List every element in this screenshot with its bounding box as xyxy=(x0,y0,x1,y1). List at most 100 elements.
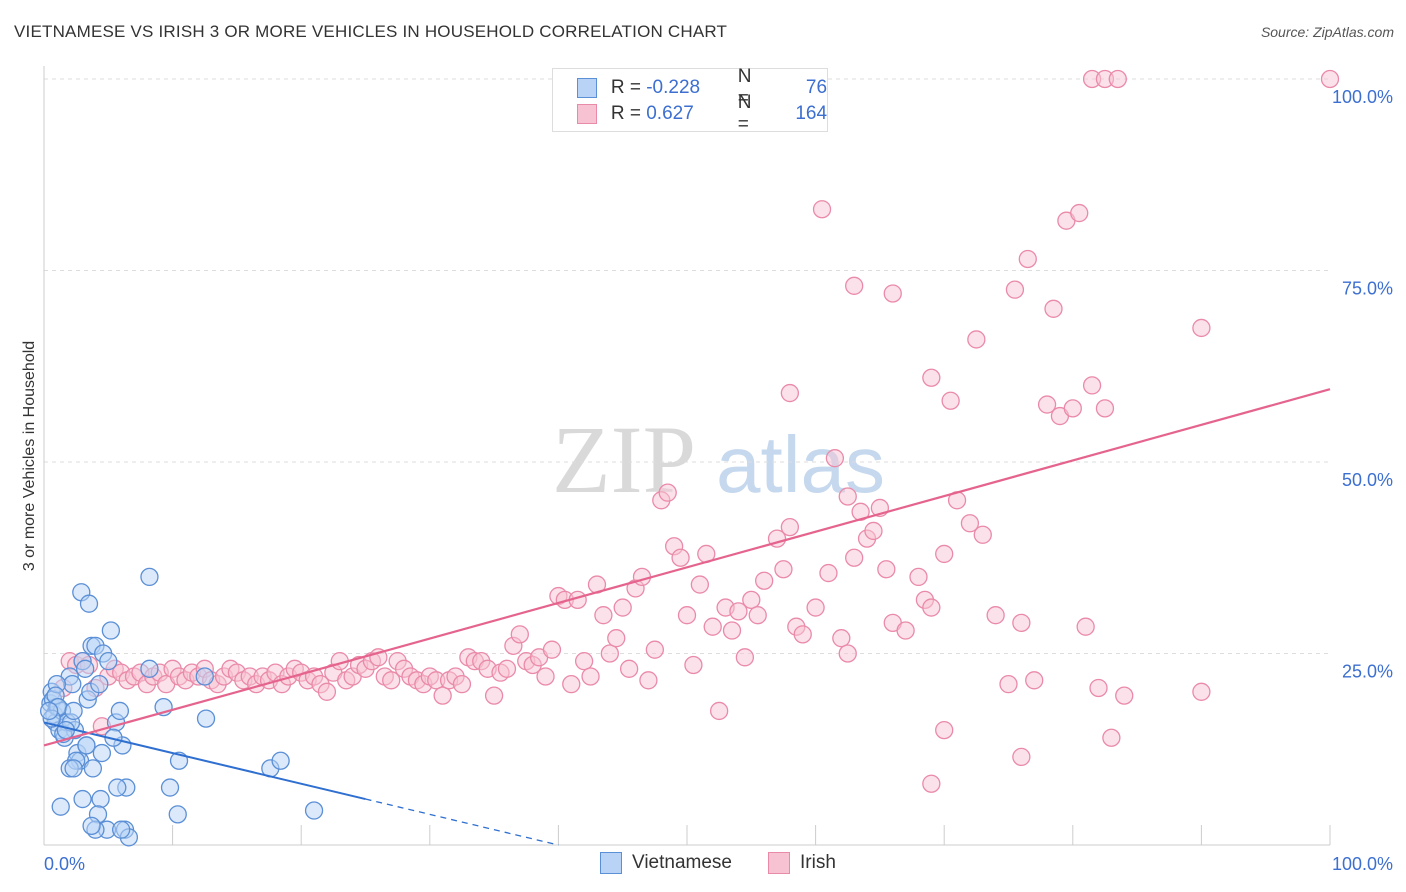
data-point xyxy=(1070,203,1089,223)
vietnamese-trend-extension xyxy=(365,798,559,846)
data-point xyxy=(1320,69,1340,89)
data-point xyxy=(594,606,613,625)
source-credit: Source: ZipAtlas.com xyxy=(1260,24,1394,40)
data-point xyxy=(317,682,337,701)
data-point xyxy=(63,674,82,694)
data-point xyxy=(108,778,127,797)
data-point xyxy=(935,544,954,564)
n-value: 164 xyxy=(795,103,828,124)
data-point xyxy=(536,667,555,686)
n-value: 76 xyxy=(805,77,828,98)
n-label: N = xyxy=(737,66,752,109)
data-point xyxy=(64,759,83,778)
irish-swatch xyxy=(768,852,790,874)
r-label: R = xyxy=(610,103,647,124)
data-point xyxy=(1025,671,1044,690)
data-point xyxy=(1115,686,1134,705)
data-point xyxy=(510,625,529,644)
data-point xyxy=(967,330,986,349)
r-label: R = xyxy=(610,77,647,98)
data-point xyxy=(864,521,883,541)
data-point xyxy=(1095,399,1115,418)
legend-row-vietnamese: R = -0.228 N = 76 xyxy=(577,66,828,109)
data-point xyxy=(76,659,95,678)
data-point xyxy=(581,667,600,686)
data-point xyxy=(722,621,742,640)
data-point xyxy=(77,736,96,755)
data-point xyxy=(845,548,864,567)
data-point xyxy=(90,674,109,694)
data-point xyxy=(735,648,755,667)
data-point xyxy=(684,655,703,675)
data-point xyxy=(838,487,857,506)
data-point xyxy=(484,686,504,705)
data-point xyxy=(168,805,187,824)
data-point xyxy=(83,759,103,778)
data-point xyxy=(56,720,76,740)
data-point xyxy=(793,625,812,644)
data-point xyxy=(671,548,690,567)
data-point xyxy=(922,368,941,387)
data-point xyxy=(632,567,652,587)
legend-row-irish: R = 0.627 N = 164 xyxy=(577,92,828,135)
data-point xyxy=(607,629,626,648)
n-label: N = xyxy=(737,92,752,135)
trend-lines xyxy=(43,388,1331,846)
data-point xyxy=(382,671,401,690)
data-point xyxy=(542,640,562,659)
data-point xyxy=(1018,249,1037,269)
data-point xyxy=(742,590,761,610)
legend-item-irish[interactable]: Irish xyxy=(768,852,836,874)
data-point xyxy=(99,652,118,671)
data-point xyxy=(710,701,729,721)
data-point xyxy=(51,797,70,816)
data-point xyxy=(613,598,632,617)
data-point xyxy=(73,789,92,809)
data-point xyxy=(39,701,59,721)
data-point xyxy=(838,644,857,663)
data-point xyxy=(64,701,83,721)
data-point xyxy=(658,483,677,502)
data-point xyxy=(619,659,639,678)
data-point xyxy=(812,200,832,219)
data-point xyxy=(433,686,452,705)
irish-trend-line xyxy=(43,388,1331,747)
data-point xyxy=(935,720,954,740)
y-tick-label: 100.0% xyxy=(1332,87,1393,107)
data-point xyxy=(497,659,517,678)
data-point xyxy=(690,575,710,594)
data-point xyxy=(101,621,121,640)
data-point xyxy=(1037,395,1057,414)
vietnamese-swatch xyxy=(577,78,597,98)
data-point xyxy=(79,594,99,613)
data-point xyxy=(877,560,896,579)
tick-labels: 25.0% 50.0% 75.0% 100.0% 0.0% 100.0% xyxy=(44,87,1393,874)
vietnamese-swatch xyxy=(600,852,622,874)
data-point xyxy=(922,598,941,617)
irish-points xyxy=(54,69,1340,793)
data-point xyxy=(1108,69,1127,89)
y-tick-label: 75.0% xyxy=(1342,279,1393,299)
irish-swatch xyxy=(577,104,597,124)
data-point xyxy=(140,659,159,678)
data-point xyxy=(639,671,658,690)
vietnamese-trend-line xyxy=(43,721,366,801)
data-point xyxy=(677,606,697,625)
data-point xyxy=(600,644,619,663)
x-tick-label: 0.0% xyxy=(44,854,85,874)
data-point xyxy=(819,563,838,583)
data-point xyxy=(91,789,110,809)
legend-item-vietnamese[interactable]: Vietnamese xyxy=(600,852,732,874)
data-point xyxy=(845,276,864,295)
data-point xyxy=(271,751,290,770)
data-point xyxy=(562,674,581,694)
data-point xyxy=(1005,280,1025,299)
data-point xyxy=(304,801,324,820)
data-point xyxy=(1089,678,1108,698)
data-point xyxy=(195,667,214,686)
data-point xyxy=(703,617,722,636)
data-point xyxy=(780,517,800,537)
data-point xyxy=(1192,682,1211,701)
x-tick-label: 100.0% xyxy=(1332,854,1393,874)
